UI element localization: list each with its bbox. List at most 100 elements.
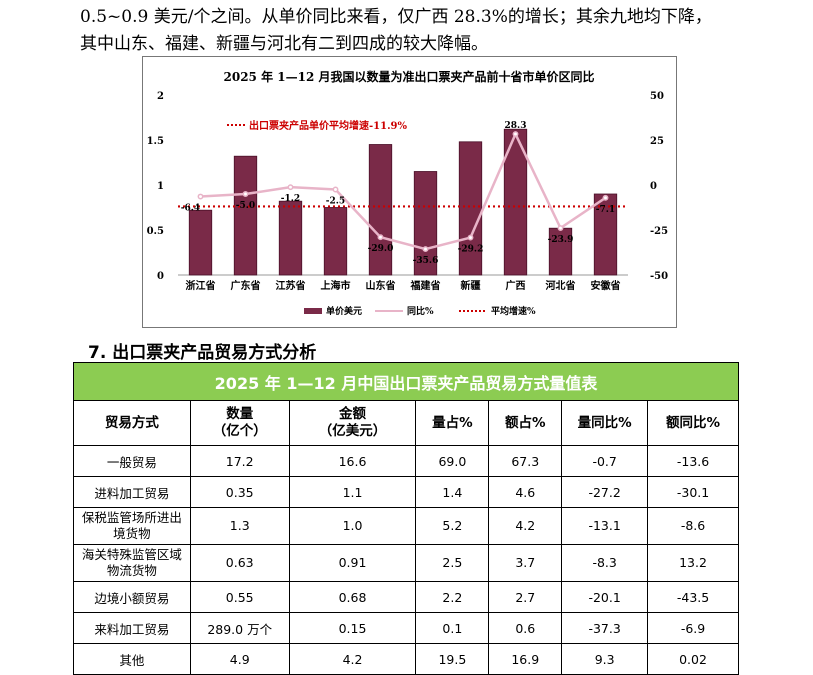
column-header: 量占% xyxy=(415,400,490,446)
y-left-tick-label: 0 xyxy=(157,271,164,282)
trade-mode-cell: 其他 xyxy=(73,643,191,675)
data-label: -23.9 xyxy=(548,235,574,245)
table-row: 来料加工贸易 289.0 万个 0.15 0.1 0.6 -37.3 -6.9 xyxy=(73,612,739,644)
category-label: 安徽省 xyxy=(591,279,621,292)
table-cell: 19.5 xyxy=(415,643,490,675)
column-header-label: 数量 xyxy=(226,406,254,422)
data-label: -2.5 xyxy=(326,197,345,207)
data-label: 28.3 xyxy=(505,121,527,131)
category-label: 广东省 xyxy=(231,279,261,292)
column-header-label: 量占% xyxy=(432,414,473,431)
table-row: 其他 4.9 4.2 19.5 16.9 9.3 0.02 xyxy=(73,643,739,675)
table-cell: -30.1 xyxy=(647,476,739,508)
column-header-label: 额同比% xyxy=(666,414,721,431)
yoy-point xyxy=(557,225,564,231)
bar xyxy=(188,209,213,276)
y-right-tick-label: 25 xyxy=(650,136,664,147)
data-label: -7.1 xyxy=(596,205,615,215)
legend-label: 平均增速% xyxy=(491,305,536,317)
table-cell: 1.1 xyxy=(288,476,417,508)
table-cell: 3.7 xyxy=(488,544,563,582)
table-cell: 9.3 xyxy=(561,643,649,675)
category-label: 广西 xyxy=(506,279,526,292)
table-cell: -0.7 xyxy=(561,445,649,477)
bar xyxy=(503,128,528,276)
table-row: 边境小额贸易 0.55 0.68 2.2 2.7 -20.1 -43.5 xyxy=(73,581,739,613)
column-header: 数量 （亿个） xyxy=(189,400,290,446)
section-title: 7. 出口票夹产品贸易方式分析 xyxy=(88,343,317,363)
column-header-label: 贸易方式 xyxy=(104,414,159,431)
trade-mode-cell: 来料加工贸易 xyxy=(73,612,191,644)
table-cell: 1.0 xyxy=(288,507,417,545)
yoy-point xyxy=(512,131,519,138)
legend-label: 同比% xyxy=(407,305,434,317)
table-caption: 2025 年 1—12 月中国出口票夹产品贸易方式量值表 xyxy=(73,362,739,401)
table-cell: 0.55 xyxy=(189,581,290,613)
table-cell: 0.91 xyxy=(288,544,417,582)
bar xyxy=(368,144,393,276)
yoy-point xyxy=(287,184,294,191)
trade-mode-cell: 一般贸易 xyxy=(73,445,191,477)
table-cell: 16.6 xyxy=(288,445,417,477)
y-right-tick-label: -50 xyxy=(650,271,668,282)
table-header-row: 贸易方式 数量 （亿个） 金额 （亿美元） 量占% 额占% 量同比% 额同比% xyxy=(73,400,739,446)
column-header-unit: （亿美元） xyxy=(318,423,387,439)
table-cell: -43.5 xyxy=(647,581,739,613)
yoy-point xyxy=(242,191,249,197)
table-row: 保税监管场所进出境货物 1.3 1.0 5.2 4.2 -13.1 -8.6 xyxy=(73,507,739,545)
category-label: 江苏省 xyxy=(276,279,306,292)
column-header: 金额 （亿美元） xyxy=(288,400,417,446)
table-cell: -27.2 xyxy=(561,476,649,508)
trade-mode-cell: 保税监管场所进出境货物 xyxy=(73,507,191,545)
table-cell: 69.0 xyxy=(415,445,490,477)
bar xyxy=(323,207,348,276)
bar xyxy=(278,200,303,276)
table-cell: 2.2 xyxy=(415,581,490,613)
table-cell: 0.68 xyxy=(288,581,417,613)
table-cell: 13.2 xyxy=(647,544,739,582)
table-cell: 0.35 xyxy=(189,476,290,508)
data-label: -29.0 xyxy=(368,244,394,254)
table-row: 海关特殊监管区域物流货物 0.63 0.91 2.5 3.7 -8.3 13.2 xyxy=(73,544,739,582)
category-label: 山东省 xyxy=(366,279,396,292)
intro-line-2: 其中山东、福建、新疆与河北有二到四成的较大降幅。 xyxy=(80,34,488,54)
trade-mode-cell: 海关特殊监管区域物流货物 xyxy=(73,544,191,582)
chart-title: 2025 年 1—12 月我国以数量为准出口票夹产品前十省市单价区同比 xyxy=(224,69,595,84)
legend-label: 单价美元 xyxy=(326,305,362,317)
table-cell: 4.9 xyxy=(189,643,290,675)
table-cell: -8.3 xyxy=(561,544,649,582)
unit-price-chart: 2025 年 1—12 月我国以数量为准出口票夹产品前十省市单价区同比 0 0.5 1… xyxy=(142,56,677,328)
bar xyxy=(413,171,438,276)
category-label: 上海市 xyxy=(321,279,351,292)
intro-line-1: 0.5~0.9 美元/个之间。从单价同比来看，仅广西 28.3%的增长；其余九地… xyxy=(80,7,712,27)
yoy-point xyxy=(422,246,429,253)
chart-canvas: 2025 年 1—12 月我国以数量为准出口票夹产品前十省市单价区同比 0 0.5 1… xyxy=(147,69,669,317)
annotation-text: 出口票夹产品单价平均增速-11.9% xyxy=(249,119,408,132)
category-label: 浙江省 xyxy=(186,279,216,292)
table-cell: 4.2 xyxy=(288,643,417,675)
table-cell: 16.9 xyxy=(488,643,563,675)
table-cell: -20.1 xyxy=(561,581,649,613)
y-left-tick-label: 1.5 xyxy=(147,136,164,147)
yoy-point xyxy=(332,186,339,193)
y-right-tick-label: -25 xyxy=(650,226,668,237)
y-left-tick-label: 1 xyxy=(157,181,164,192)
table-cell: 5.2 xyxy=(415,507,490,545)
table-row: 一般贸易 17.2 16.6 69.0 67.3 -0.7 -13.6 xyxy=(73,445,739,477)
table-cell: 4.2 xyxy=(488,507,563,545)
column-header: 贸易方式 xyxy=(73,400,191,446)
table-cell: 2.7 xyxy=(488,581,563,613)
column-header: 额占% xyxy=(488,400,563,446)
table-cell: 1.3 xyxy=(189,507,290,545)
column-header: 量同比% xyxy=(561,400,649,446)
y-right-tick-label: 50 xyxy=(650,91,664,102)
yoy-line xyxy=(200,131,607,251)
table-cell: 17.2 xyxy=(189,445,290,477)
data-label: -35.6 xyxy=(413,256,439,266)
bar xyxy=(593,193,618,276)
table-cell: 0.02 xyxy=(647,643,739,675)
table-cell: -13.6 xyxy=(647,445,739,477)
legend-bar-swatch xyxy=(304,308,322,314)
table-cell: -6.9 xyxy=(647,612,739,644)
table-cell: 289.0 万个 xyxy=(189,612,290,644)
